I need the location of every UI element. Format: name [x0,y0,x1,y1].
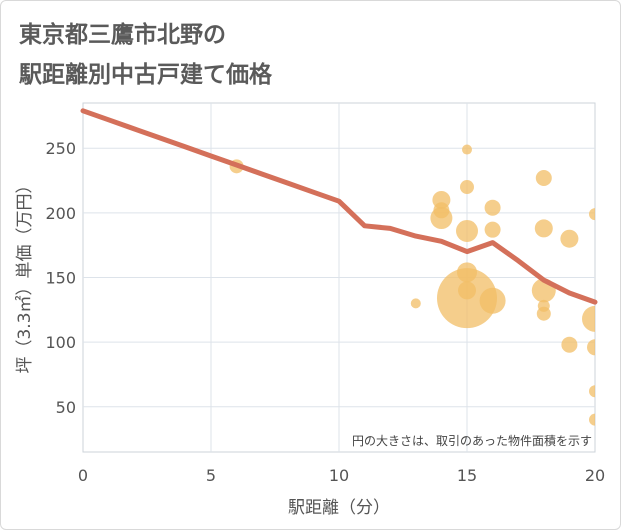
size-note: 円の大きさは、取引のあった物件面積を示す [352,433,592,448]
x-tick-label: 0 [78,466,88,485]
bubble-point [560,229,579,248]
bubble-point [589,385,595,398]
gridlines [83,103,595,452]
y-axis-ticks: 50 100 150 200 250 [45,139,76,417]
bubble-point [410,298,421,309]
bubble-point [460,180,474,195]
y-axis-label: 坪（3.3㎡）単価（万円） [15,176,35,373]
bubble-point [587,339,595,356]
bubble-point [456,219,478,242]
bubble-point [479,287,506,314]
trend-line [80,108,598,305]
y-tick-label: 150 [45,269,76,288]
y-tick-label: 50 [56,398,76,417]
y-tick-label: 100 [45,333,76,352]
bubble-point [484,199,501,216]
chart-title-line-2: 駅距離別中古戸建て価格 [19,62,272,88]
bubble-point [437,268,497,329]
bubble-point [582,305,595,332]
x-axis-ticks: 0 5 10 15 20 [78,466,605,485]
x-axis-label: 駅距離（分） [288,498,390,518]
x-tick-label: 5 [206,466,216,485]
bubble-point [484,221,501,238]
bubble-point [536,306,551,321]
x-tick-label: 10 [329,466,349,485]
chart-title-line-1: 東京都三鷹市北野の [19,22,226,48]
bubble-point [589,208,595,221]
bubble-point [462,144,472,155]
bubble-point [534,219,553,238]
bubble-point [430,207,453,230]
bubble-point [589,413,595,426]
x-tick-label: 15 [457,466,477,485]
bubble-point [535,169,552,186]
y-tick-label: 250 [45,139,76,158]
x-tick-label: 20 [585,466,605,485]
bubble-point [561,336,578,353]
y-tick-label: 200 [45,204,76,223]
